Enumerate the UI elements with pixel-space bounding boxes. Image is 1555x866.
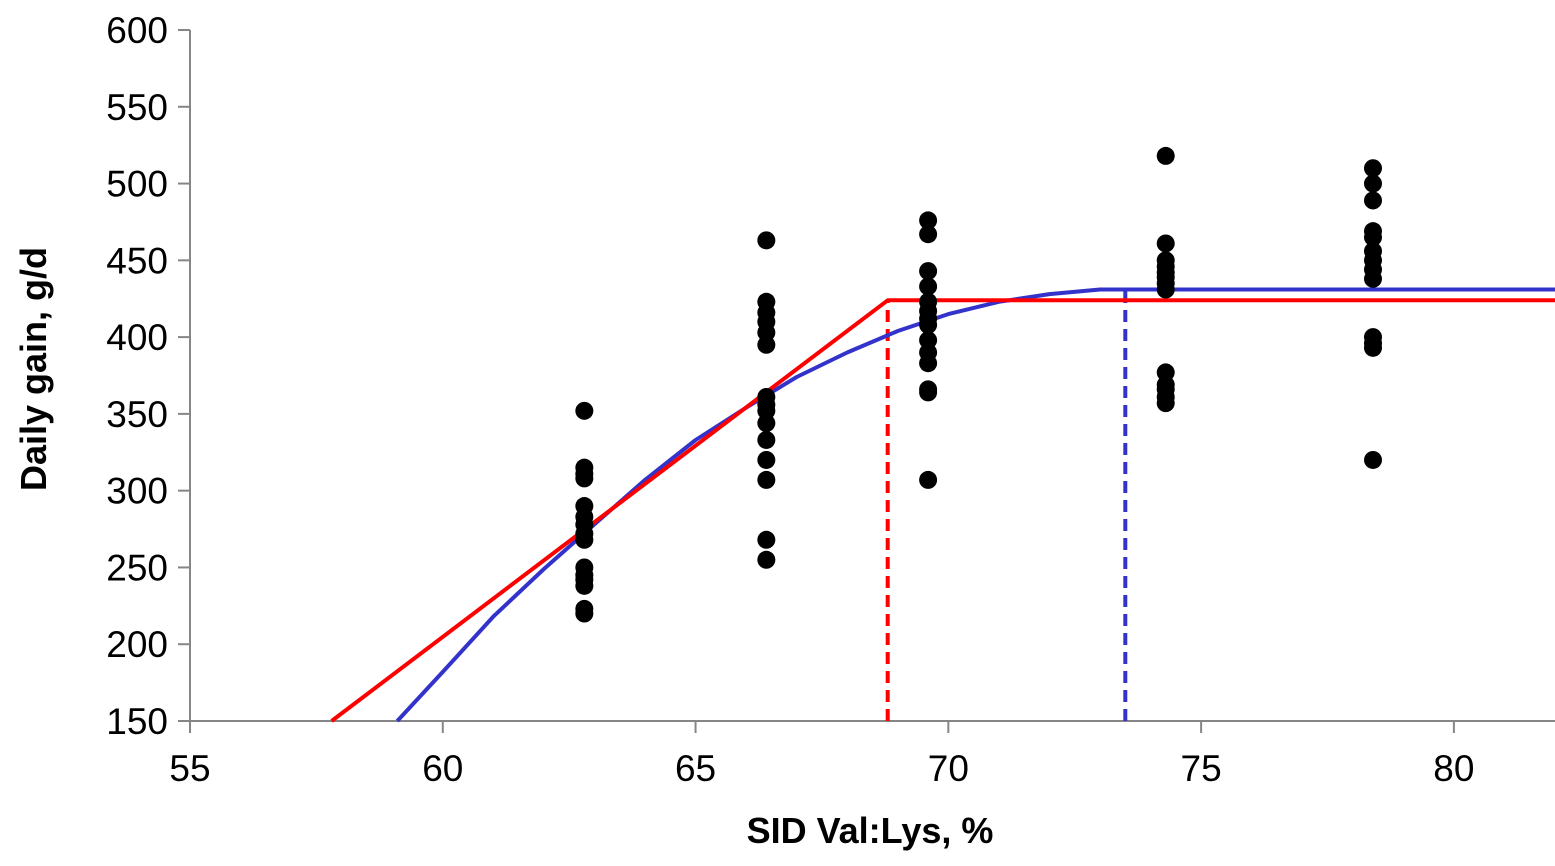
y-tick-label: 500: [106, 164, 168, 205]
data-point: [919, 331, 938, 350]
y-tick-label: 150: [106, 701, 168, 742]
data-point: [575, 458, 594, 477]
data-point: [757, 430, 776, 449]
data-point: [1156, 146, 1175, 165]
broken-line-fit: [330, 298, 1555, 723]
y-tick-label: 550: [106, 87, 168, 128]
data-point: [757, 550, 776, 569]
data-point: [757, 231, 776, 250]
tick-labels: 150 200 250 300 350 400 450 500 550 600 55 60 65 70 75…: [106, 10, 1474, 789]
data-point: [1364, 174, 1382, 193]
data-point: [1364, 191, 1382, 210]
quadratic-fit-line: [395, 287, 1555, 723]
data-point: [1364, 450, 1382, 469]
data-point: [757, 530, 776, 549]
data-point: [919, 292, 938, 311]
y-tick-label: 250: [106, 547, 168, 588]
axes: [178, 29, 1555, 733]
x-axis-title: SID Val:Lys, %: [747, 810, 994, 851]
y-axis-title: Daily gain, g/d: [13, 247, 54, 491]
x-tick-label: 70: [928, 748, 969, 789]
y-tick-label: 600: [106, 10, 168, 51]
x-tick-label: 65: [675, 748, 716, 789]
x-tick-label: 80: [1433, 748, 1474, 789]
data-point: [1156, 363, 1175, 382]
data-points: [575, 146, 1382, 623]
y-tick-label: 300: [106, 471, 168, 512]
data-point: [1156, 234, 1175, 253]
data-point: [757, 470, 776, 489]
data-point: [1364, 222, 1382, 241]
data-point: [575, 558, 594, 577]
data-point: [575, 599, 594, 618]
data-point: [757, 450, 776, 469]
data-point: [575, 497, 594, 516]
data-point: [1364, 242, 1382, 261]
y-tick-label: 400: [106, 317, 168, 358]
data-point: [1156, 251, 1175, 270]
y-tick-label: 450: [106, 240, 168, 281]
data-point: [575, 401, 594, 420]
x-tick-label: 60: [422, 748, 463, 789]
y-tick-label: 200: [106, 624, 168, 665]
data-point: [919, 470, 938, 489]
data-point: [919, 277, 938, 296]
data-point: [1364, 159, 1382, 178]
x-tick-label: 75: [1181, 748, 1222, 789]
data-point: [757, 387, 776, 406]
data-point: [919, 211, 938, 230]
data-point: [919, 380, 938, 399]
x-tick-label: 55: [169, 748, 210, 789]
data-point: [919, 262, 938, 281]
data-point: [757, 292, 776, 311]
y-tick-label: 350: [106, 394, 168, 435]
data-point: [919, 225, 938, 244]
data-point: [1364, 328, 1382, 347]
